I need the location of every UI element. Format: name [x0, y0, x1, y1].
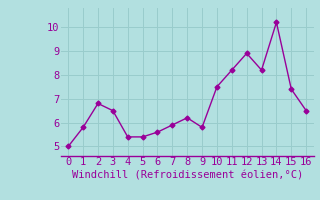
X-axis label: Windchill (Refroidissement éolien,°C): Windchill (Refroidissement éolien,°C)	[72, 170, 303, 180]
